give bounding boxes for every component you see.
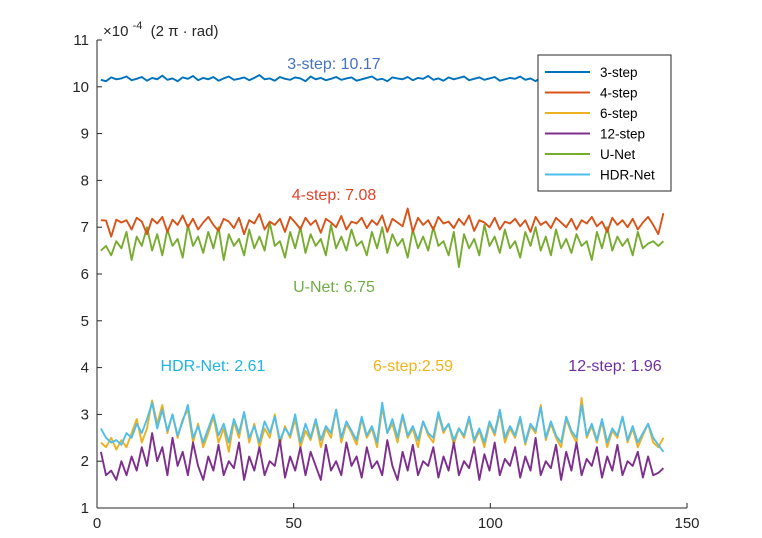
legend-label: HDR-Net <box>600 168 655 183</box>
legend-label: 3-step <box>600 65 638 80</box>
y-tick-label: 6 <box>81 266 89 283</box>
annotation-label: 3-step: 10.17 <box>287 56 381 73</box>
series-line-4-step <box>100 207 665 238</box>
y-tick-label: 3 <box>81 406 89 423</box>
y-ticks: 1 2 3 4 5 6 7 8 9 10 11 <box>72 32 102 517</box>
annotations: 3-step: 10.17 4-step: 7.08 U-Net: 6.75 HDR-… <box>161 56 662 375</box>
y-tick-label: 7 <box>81 219 89 236</box>
legend-label: 6-step <box>600 106 638 121</box>
y-tick-label: 4 <box>81 360 89 377</box>
annotation-label: 4-step: 7.08 <box>292 187 377 204</box>
x-tick-label: 50 <box>285 515 302 532</box>
legend: 3-step 4-step 6-step 12-step U-Net HDR-Net <box>537 54 672 192</box>
x-tick-label: 100 <box>478 515 503 532</box>
legend-label: 12-step <box>600 127 645 142</box>
y-tick-label: 5 <box>81 313 89 330</box>
svg-text:×10 -4 (2 π · rad): ×10 -4 (2 π · rad) <box>103 16 218 40</box>
series-line-u-net <box>100 221 665 268</box>
x-ticks: 0 50 100 150 <box>93 503 700 532</box>
y-scale-label: ×10 -4 (2 π · rad) <box>103 16 218 40</box>
y-tick-label: 11 <box>73 32 89 49</box>
annotation-label: 6-step:2.59 <box>373 358 453 375</box>
legend-box <box>537 54 672 192</box>
series-line-hdr-net <box>100 401 665 453</box>
y-tick-label: 10 <box>72 79 89 96</box>
series-line-12-step <box>99 432 665 481</box>
axes: 1 2 3 4 5 6 7 8 9 10 11 0 50 100 150 <box>72 32 699 532</box>
y-tick-label: 2 <box>81 453 89 470</box>
scale-exponent: -4 <box>133 20 143 32</box>
scale-prefix: ×10 <box>103 23 128 40</box>
legend-label: 4-step <box>600 86 638 101</box>
legend-label: U-Net <box>600 147 636 162</box>
plot-lines <box>99 74 665 481</box>
annotation-label: U-Net: 6.75 <box>293 279 375 296</box>
annotation-label: HDR-Net: 2.61 <box>161 358 266 375</box>
x-tick-label: 150 <box>674 515 699 532</box>
annotation-label: 12-step: 1.96 <box>568 358 662 375</box>
unit-label: (2 π · rad) <box>151 23 219 40</box>
y-tick-label: 1 <box>81 500 89 517</box>
x-tick-label: 0 <box>93 515 101 532</box>
y-tick-label: 8 <box>81 172 89 189</box>
y-tick-label: 9 <box>81 126 89 143</box>
